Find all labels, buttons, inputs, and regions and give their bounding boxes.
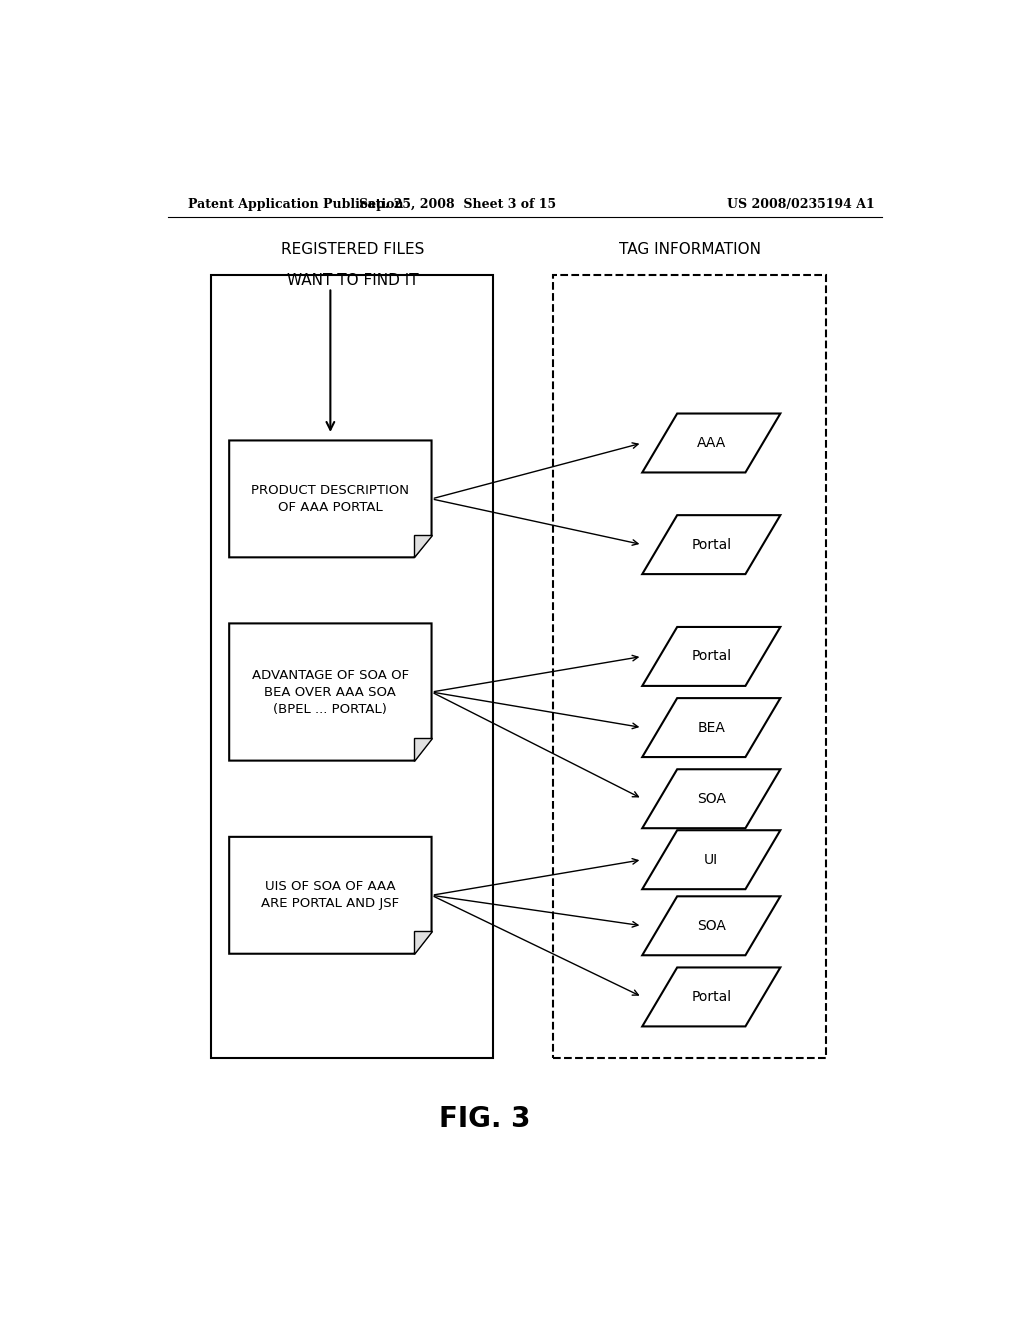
Text: AAA: AAA	[696, 436, 726, 450]
Text: Portal: Portal	[691, 990, 731, 1005]
Text: ADVANTAGE OF SOA OF
BEA OVER AAA SOA
(BPEL ... PORTAL): ADVANTAGE OF SOA OF BEA OVER AAA SOA (BP…	[252, 668, 409, 715]
Polygon shape	[642, 770, 780, 828]
Bar	[211, 276, 494, 1057]
Polygon shape	[414, 738, 431, 760]
Text: TAG INFORMATION: TAG INFORMATION	[618, 243, 761, 257]
Text: Portal: Portal	[691, 649, 731, 664]
Polygon shape	[229, 837, 431, 954]
Text: SOA: SOA	[697, 792, 726, 805]
Text: US 2008/0235194 A1: US 2008/0235194 A1	[727, 198, 874, 211]
Polygon shape	[642, 413, 780, 473]
Polygon shape	[642, 896, 780, 956]
Text: FIG. 3: FIG. 3	[439, 1105, 530, 1133]
Text: PRODUCT DESCRIPTION
OF AAA PORTAL: PRODUCT DESCRIPTION OF AAA PORTAL	[251, 484, 410, 513]
Text: Sep. 25, 2008  Sheet 3 of 15: Sep. 25, 2008 Sheet 3 of 15	[358, 198, 556, 211]
Polygon shape	[229, 441, 431, 557]
Polygon shape	[414, 535, 431, 557]
Bar	[553, 276, 826, 1057]
Text: Patent Application Publication: Patent Application Publication	[187, 198, 403, 211]
Polygon shape	[642, 698, 780, 758]
Text: SOA: SOA	[697, 919, 726, 933]
Polygon shape	[642, 968, 780, 1027]
Polygon shape	[642, 627, 780, 686]
Text: BEA: BEA	[697, 721, 725, 735]
Text: Portal: Portal	[691, 537, 731, 552]
Polygon shape	[229, 623, 431, 760]
Polygon shape	[642, 515, 780, 574]
Text: WANT TO FIND IT: WANT TO FIND IT	[287, 273, 419, 288]
Text: UIS OF SOA OF AAA
ARE PORTAL AND JSF: UIS OF SOA OF AAA ARE PORTAL AND JSF	[261, 880, 399, 911]
Polygon shape	[642, 830, 780, 890]
Text: REGISTERED FILES: REGISTERED FILES	[281, 243, 424, 257]
Polygon shape	[414, 932, 431, 954]
Text: UI: UI	[705, 853, 719, 867]
